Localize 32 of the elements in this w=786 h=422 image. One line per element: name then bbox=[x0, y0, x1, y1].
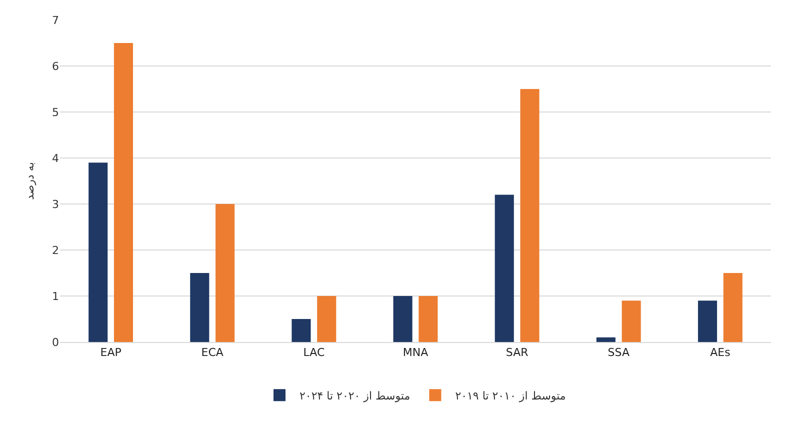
bar bbox=[723, 273, 742, 342]
y-tick-label: 2 bbox=[52, 244, 59, 257]
bar bbox=[114, 43, 133, 342]
bar bbox=[88, 162, 108, 342]
y-axis-title: به درصد bbox=[24, 162, 37, 200]
y-tick-label: 7 bbox=[52, 14, 59, 27]
bar bbox=[418, 296, 438, 342]
y-tick-label: 1 bbox=[52, 290, 59, 303]
y-tick-label: 5 bbox=[52, 106, 59, 119]
legend-label: متوسط از ۲۰۱۰ تا ۲۰۱۹ bbox=[455, 389, 566, 402]
bar bbox=[216, 204, 235, 342]
x-tick-label: LAC bbox=[303, 346, 325, 360]
bar bbox=[190, 273, 210, 342]
x-tick-label: ECA bbox=[201, 346, 224, 360]
y-tick-label: 3 bbox=[52, 198, 59, 211]
x-tick-label: MNA bbox=[402, 346, 429, 360]
legend-label: متوسط از ۲۰۲۰ تا ۲۰۲۴ bbox=[300, 389, 410, 402]
bar bbox=[596, 337, 616, 342]
x-tick-label: SAR bbox=[506, 346, 529, 360]
bar bbox=[292, 319, 311, 342]
bar bbox=[317, 296, 336, 342]
bar bbox=[698, 300, 718, 342]
y-tick-label: 0 bbox=[52, 336, 59, 349]
x-tick-label: SSA bbox=[608, 346, 630, 360]
x-tick-label: EAP bbox=[100, 346, 122, 360]
x-tick-label: AEs bbox=[710, 346, 731, 360]
bar bbox=[622, 300, 641, 342]
bar bbox=[520, 89, 540, 342]
y-tick-label: 6 bbox=[52, 60, 59, 73]
bar bbox=[393, 296, 412, 342]
y-tick-label: 4 bbox=[52, 152, 59, 165]
bar bbox=[494, 194, 514, 342]
